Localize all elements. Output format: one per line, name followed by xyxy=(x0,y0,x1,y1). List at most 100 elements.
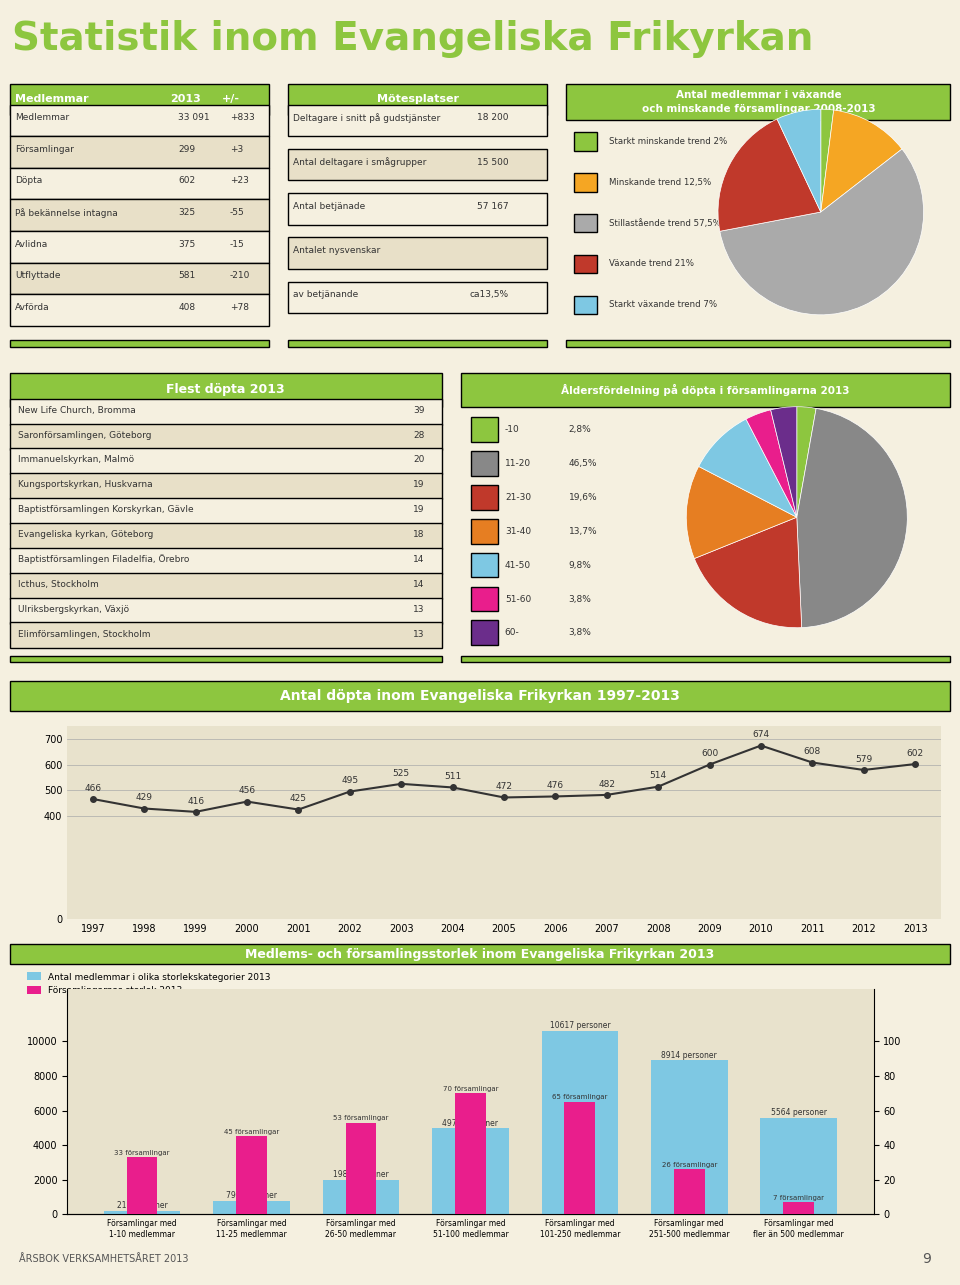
FancyBboxPatch shape xyxy=(574,296,597,314)
Text: 15 500: 15 500 xyxy=(477,158,509,167)
Text: +833: +833 xyxy=(230,113,254,122)
Wedge shape xyxy=(694,518,802,627)
FancyBboxPatch shape xyxy=(10,448,442,474)
Text: 299: 299 xyxy=(178,145,195,154)
Bar xyxy=(760,1118,837,1214)
FancyBboxPatch shape xyxy=(10,373,442,407)
Text: 466: 466 xyxy=(84,784,102,793)
Wedge shape xyxy=(797,409,907,627)
Text: Icthus, Stockholm: Icthus, Stockholm xyxy=(18,580,99,589)
Bar xyxy=(346,1123,376,1214)
FancyBboxPatch shape xyxy=(470,553,497,577)
Text: Stillastående trend 57,5%: Stillastående trend 57,5% xyxy=(609,218,721,227)
FancyBboxPatch shape xyxy=(10,944,950,964)
Text: av betjänande: av betjänande xyxy=(293,290,358,299)
Text: 2,8%: 2,8% xyxy=(568,425,591,434)
Text: På bekännelse intagna: På bekännelse intagna xyxy=(14,208,117,217)
Text: Utflyttade: Utflyttade xyxy=(14,271,60,280)
FancyBboxPatch shape xyxy=(10,655,442,662)
FancyBboxPatch shape xyxy=(288,281,547,314)
FancyBboxPatch shape xyxy=(470,451,497,475)
Text: Deltagare i snitt på gudstjänster: Deltagare i snitt på gudstjänster xyxy=(293,113,441,122)
Text: 33 091: 33 091 xyxy=(178,113,209,122)
Text: 14: 14 xyxy=(413,555,424,564)
FancyBboxPatch shape xyxy=(288,149,547,180)
Wedge shape xyxy=(797,406,816,518)
Text: Döpta: Döpta xyxy=(14,176,42,185)
Text: 600: 600 xyxy=(701,749,718,758)
FancyBboxPatch shape xyxy=(10,499,442,524)
FancyBboxPatch shape xyxy=(461,655,950,662)
FancyBboxPatch shape xyxy=(10,598,442,623)
Text: 65 församlingar: 65 församlingar xyxy=(552,1095,608,1100)
Text: 51-60: 51-60 xyxy=(505,595,531,604)
Text: New Life Church, Bromma: New Life Church, Bromma xyxy=(18,406,136,415)
Text: 798 personer: 798 personer xyxy=(226,1191,277,1200)
FancyBboxPatch shape xyxy=(10,84,269,116)
Bar xyxy=(236,1136,267,1214)
Wedge shape xyxy=(686,466,797,559)
Bar xyxy=(104,1210,180,1214)
Text: Antal betjänade: Antal betjänade xyxy=(293,202,366,211)
Text: 579: 579 xyxy=(855,754,873,763)
Text: +/-: +/- xyxy=(222,94,240,104)
Text: 13: 13 xyxy=(413,630,424,639)
FancyBboxPatch shape xyxy=(10,622,442,649)
Text: 3,8%: 3,8% xyxy=(568,595,591,604)
Text: Antal döpta inom Evangeliska Frikyrkan 1997-2013: Antal döpta inom Evangeliska Frikyrkan 1… xyxy=(280,689,680,703)
Text: 13,7%: 13,7% xyxy=(568,527,597,536)
Text: 3,8%: 3,8% xyxy=(568,628,591,637)
FancyBboxPatch shape xyxy=(470,486,497,510)
Text: -15: -15 xyxy=(230,240,245,249)
Text: 60-: 60- xyxy=(505,628,519,637)
Text: 602: 602 xyxy=(178,176,195,185)
Text: 4979 personer: 4979 personer xyxy=(443,1119,498,1128)
Text: Medlemmar: Medlemmar xyxy=(14,94,88,104)
Text: 581: 581 xyxy=(178,271,195,280)
Text: 429: 429 xyxy=(135,793,153,802)
FancyBboxPatch shape xyxy=(470,418,497,442)
Text: 7 församlingar: 7 församlingar xyxy=(773,1195,824,1200)
Text: Starkt växande trend 7%: Starkt växande trend 7% xyxy=(609,301,717,310)
Text: 45 församlingar: 45 församlingar xyxy=(224,1130,279,1135)
Text: 18: 18 xyxy=(413,529,424,540)
Text: Starkt minskande trend 2%: Starkt minskande trend 2% xyxy=(609,137,727,146)
Text: Mötesplatser: Mötesplatser xyxy=(376,94,459,104)
Bar xyxy=(783,1203,814,1214)
FancyBboxPatch shape xyxy=(574,254,597,274)
Text: 18 200: 18 200 xyxy=(477,113,509,122)
Bar xyxy=(651,1060,728,1214)
Bar xyxy=(674,1169,705,1214)
FancyBboxPatch shape xyxy=(10,547,442,574)
Bar xyxy=(432,1128,509,1214)
Bar xyxy=(455,1094,486,1214)
FancyBboxPatch shape xyxy=(288,341,547,347)
Text: 20: 20 xyxy=(413,455,424,464)
Text: ca13,5%: ca13,5% xyxy=(469,290,509,299)
Wedge shape xyxy=(777,109,821,212)
FancyBboxPatch shape xyxy=(10,294,269,326)
FancyBboxPatch shape xyxy=(288,104,547,136)
Text: -210: -210 xyxy=(230,271,251,280)
Text: Ulriksbergskyrkan, Växjö: Ulriksbergskyrkan, Växjö xyxy=(18,605,130,614)
Text: 57 167: 57 167 xyxy=(477,202,509,211)
Text: 325: 325 xyxy=(178,208,195,217)
Text: -55: -55 xyxy=(230,208,245,217)
Text: Medlems- och församlingsstorlek inom Evangeliska Frikyrkan 2013: Medlems- och församlingsstorlek inom Eva… xyxy=(246,948,714,961)
Text: 19,6%: 19,6% xyxy=(568,493,597,502)
Text: +78: +78 xyxy=(230,303,249,312)
FancyBboxPatch shape xyxy=(10,523,442,549)
Text: 13: 13 xyxy=(413,605,424,614)
Text: 5564 personer: 5564 personer xyxy=(771,1109,827,1118)
Text: 472: 472 xyxy=(495,783,513,792)
Text: Avförda: Avförda xyxy=(14,303,49,312)
Text: 26 församlingar: 26 församlingar xyxy=(661,1162,717,1168)
Text: 21-30: 21-30 xyxy=(505,493,531,502)
Text: 46,5%: 46,5% xyxy=(568,459,597,468)
Text: 41-50: 41-50 xyxy=(505,560,531,569)
Bar xyxy=(323,1180,399,1214)
Text: 602: 602 xyxy=(906,749,924,758)
Bar xyxy=(564,1103,595,1214)
Text: 31-40: 31-40 xyxy=(505,527,531,536)
Text: 375: 375 xyxy=(178,240,195,249)
